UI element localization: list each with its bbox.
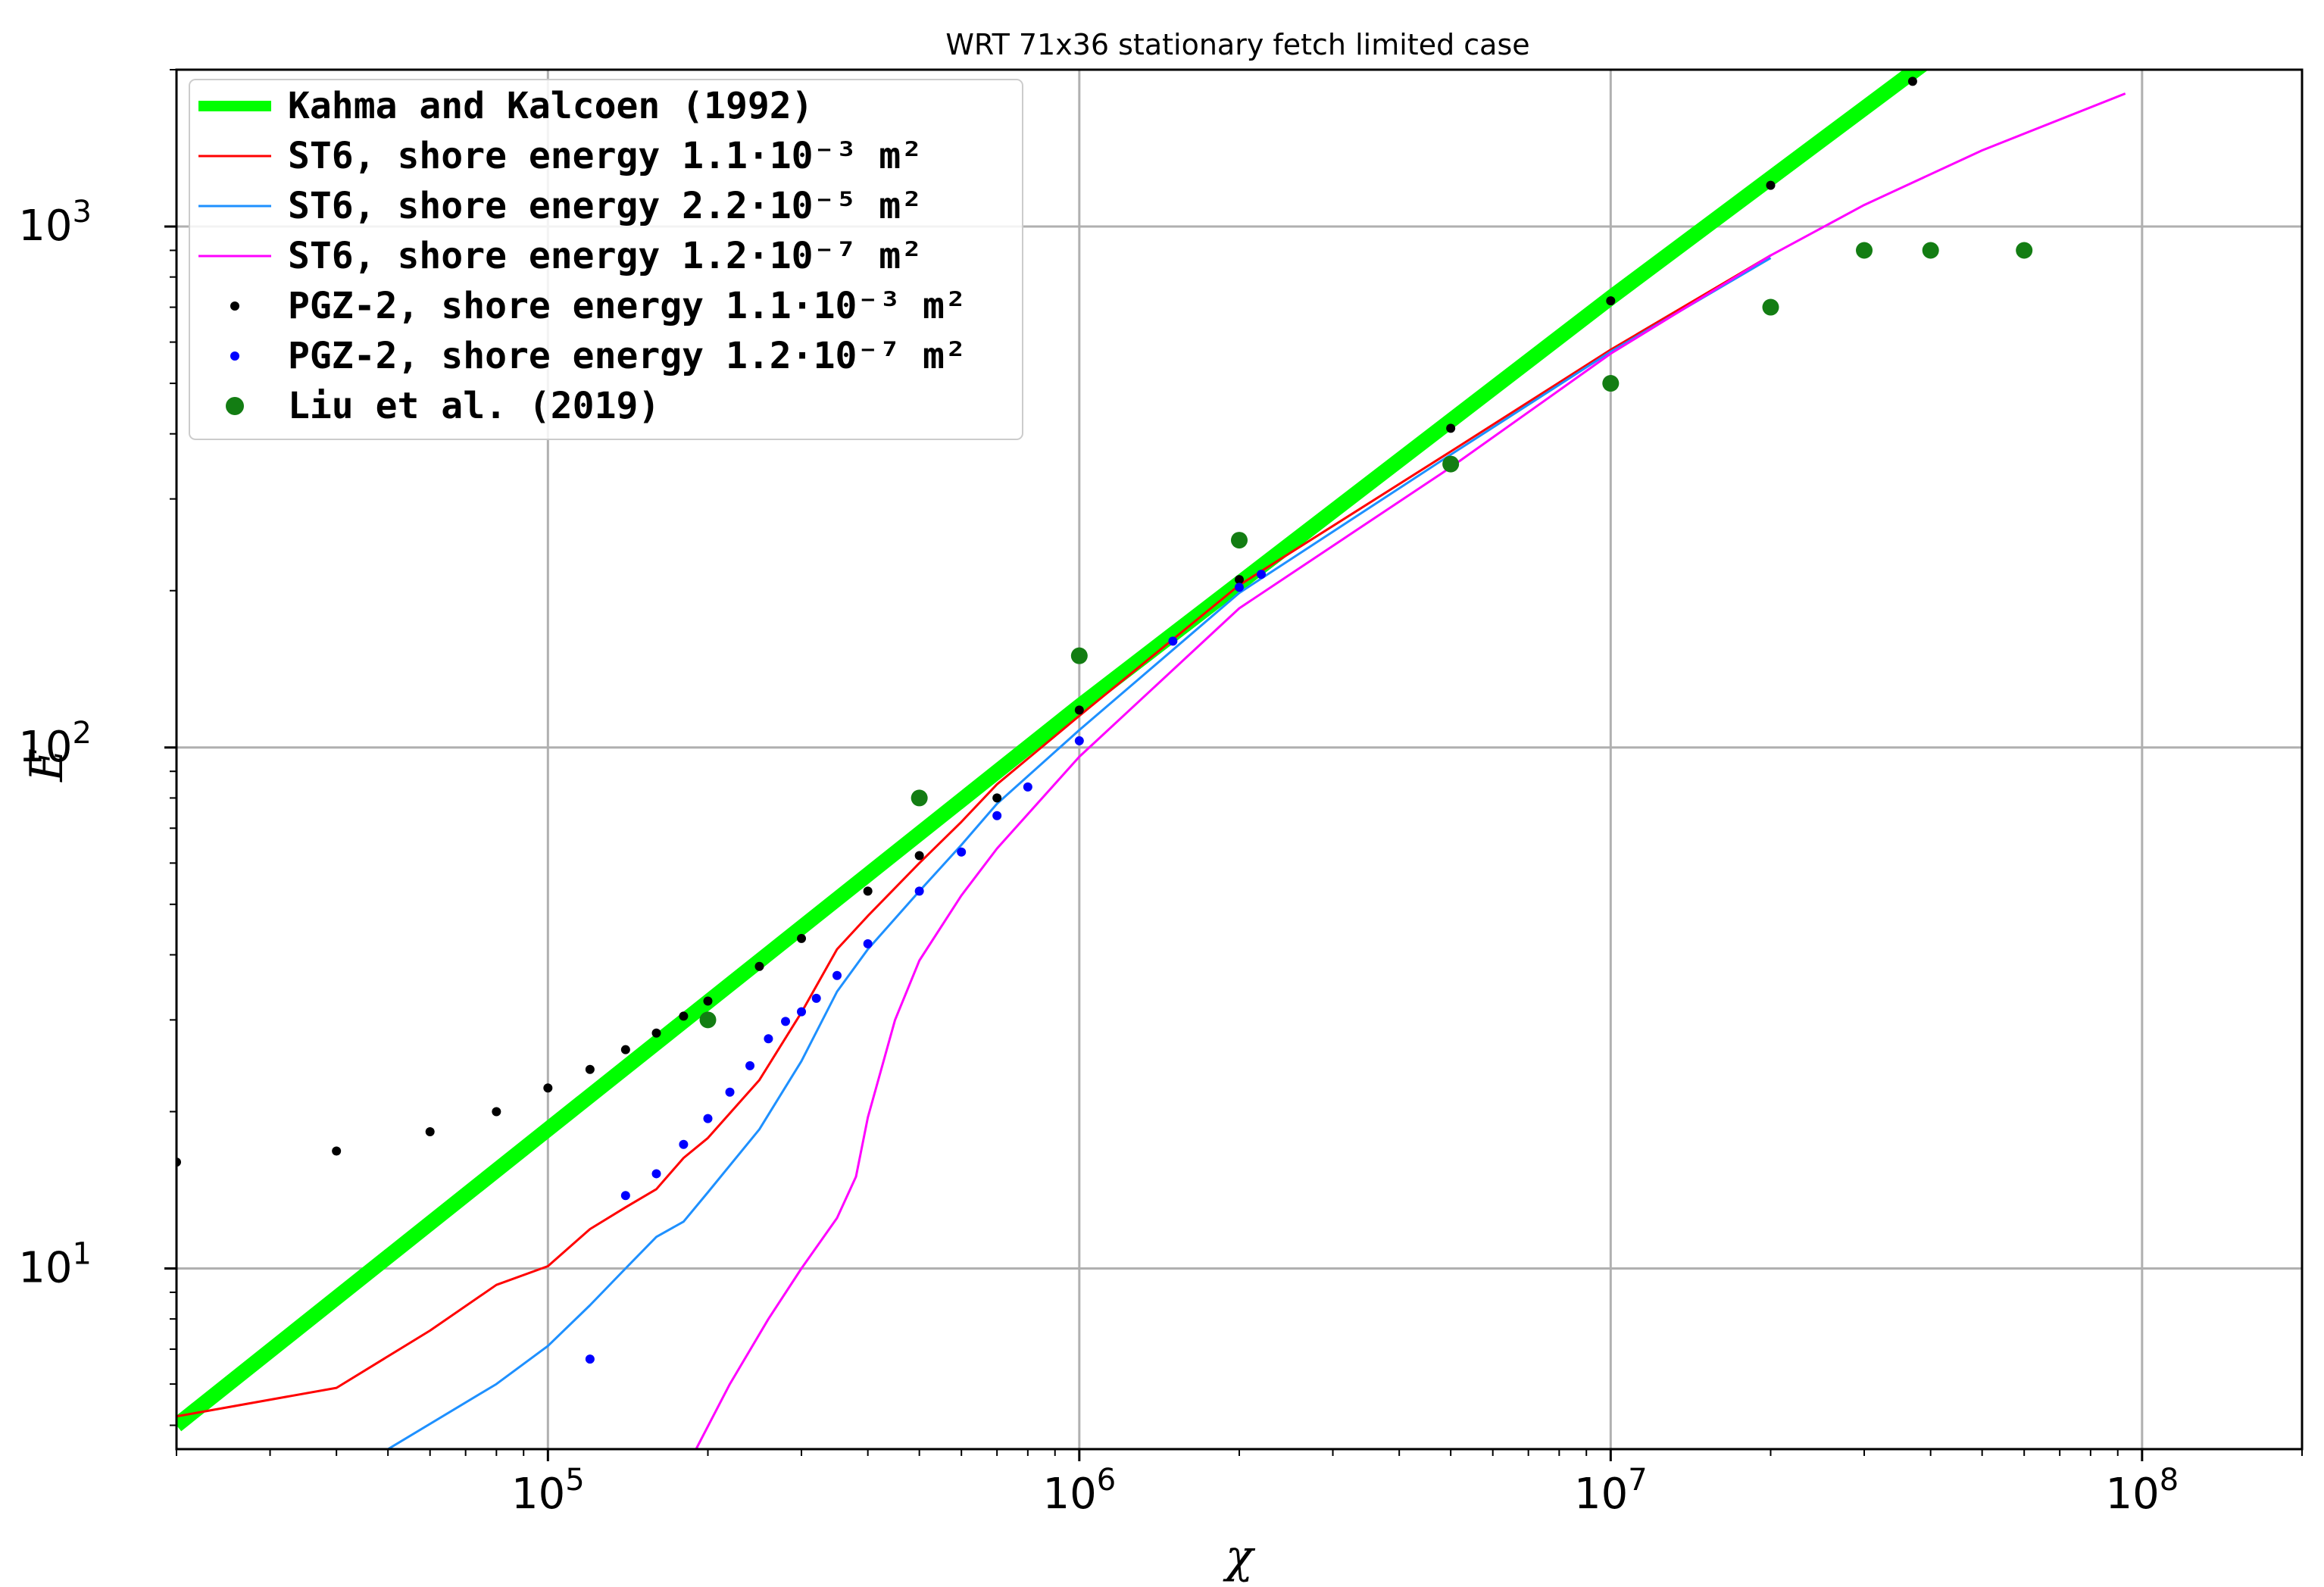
data-point — [543, 1083, 553, 1093]
data-point — [745, 1061, 755, 1070]
data-point — [1023, 782, 1032, 792]
legend-entry-4: PGZ-2, shore energy 1.1·10⁻³ m² — [288, 285, 967, 327]
data-point — [1606, 296, 1616, 306]
data-point — [703, 1114, 713, 1123]
data-point — [1257, 570, 1267, 580]
data-point — [699, 1011, 717, 1029]
data-point — [1442, 455, 1460, 473]
x-tick-label: 106 — [1042, 1463, 1116, 1519]
data-point — [992, 811, 1002, 820]
legend-point-marker — [230, 351, 239, 361]
data-point — [332, 1146, 342, 1156]
data-point — [1074, 705, 1084, 715]
legend-entry-5: PGZ-2, shore energy 1.2·10⁻⁷ m² — [288, 335, 967, 377]
data-point — [492, 1107, 501, 1117]
data-point — [832, 970, 842, 980]
data-point — [1856, 242, 1873, 259]
data-point — [1766, 180, 1776, 190]
data-point — [1070, 647, 1088, 664]
data-point — [764, 1034, 773, 1044]
data-point — [651, 1169, 661, 1179]
data-point — [1235, 583, 1244, 592]
data-point — [754, 961, 764, 971]
x-tick-label: 107 — [1574, 1463, 1648, 1519]
data-point — [914, 886, 924, 896]
data-point — [725, 1087, 735, 1097]
data-point — [1074, 736, 1084, 745]
x-tick-label: 108 — [2105, 1463, 2179, 1519]
data-point — [1922, 242, 1939, 259]
data-point — [2016, 242, 2033, 259]
legend-entry-6: Liu et al. (2019) — [288, 385, 660, 427]
data-point — [1235, 575, 1244, 585]
legend-entry-1: ST6, shore energy 1.1·10⁻³ m² — [288, 135, 923, 177]
data-point — [679, 1139, 689, 1149]
axis-ticks: 105 106 107 108 101 102 103 — [18, 69, 2303, 1519]
legend-point-marker — [226, 397, 244, 415]
x-axis-label: χ — [1223, 1530, 1256, 1583]
data-point — [620, 1045, 630, 1054]
y-tick-label: 103 — [18, 195, 92, 251]
data-point — [797, 1007, 807, 1017]
legend-entry-0: Kahma and Kalcoen (1992) — [288, 85, 814, 127]
legend-point-marker — [230, 301, 239, 311]
data-point — [585, 1354, 595, 1364]
series-points-5 — [585, 570, 1267, 1364]
series-line-2 — [387, 257, 1772, 1449]
data-point — [1907, 77, 1917, 86]
plot-series — [176, 70, 2126, 1449]
data-point — [911, 789, 928, 807]
chart-title: WRT 71x36 stationary fetch limited case — [945, 28, 1529, 61]
series-points-6 — [699, 242, 2033, 1029]
data-point — [797, 933, 807, 943]
series-line-3 — [695, 92, 2126, 1449]
legend: Kahma and Kalcoen (1992) ST6, shore energ… — [189, 79, 1023, 440]
data-point — [781, 1017, 791, 1026]
legend-frame — [189, 79, 1023, 440]
data-point — [863, 939, 873, 948]
legend-entry-2: ST6, shore energy 2.2·10⁻⁵ m² — [288, 185, 923, 227]
data-point — [1446, 423, 1456, 433]
data-point — [957, 847, 967, 857]
series-points-4 — [176, 77, 1917, 1167]
data-point — [425, 1127, 435, 1137]
legend-entry-3: ST6, shore energy 1.2·10⁻⁷ m² — [288, 235, 923, 277]
y-axis-label: E — [20, 748, 73, 783]
data-point — [1762, 298, 1779, 316]
data-point — [863, 886, 873, 896]
series-line-1 — [176, 254, 1772, 1418]
data-point — [679, 1011, 689, 1021]
y-tick-label: 102 — [18, 716, 92, 772]
data-point — [992, 793, 1002, 803]
data-point — [1602, 375, 1620, 392]
data-point — [585, 1064, 595, 1074]
data-point — [651, 1028, 661, 1038]
data-point — [914, 851, 924, 861]
x-tick-label: 105 — [511, 1463, 585, 1519]
data-point — [703, 996, 713, 1006]
data-point — [811, 993, 821, 1003]
data-point — [620, 1191, 630, 1201]
data-point — [1231, 532, 1248, 549]
y-tick-label: 101 — [18, 1237, 92, 1293]
data-point — [1168, 636, 1178, 646]
